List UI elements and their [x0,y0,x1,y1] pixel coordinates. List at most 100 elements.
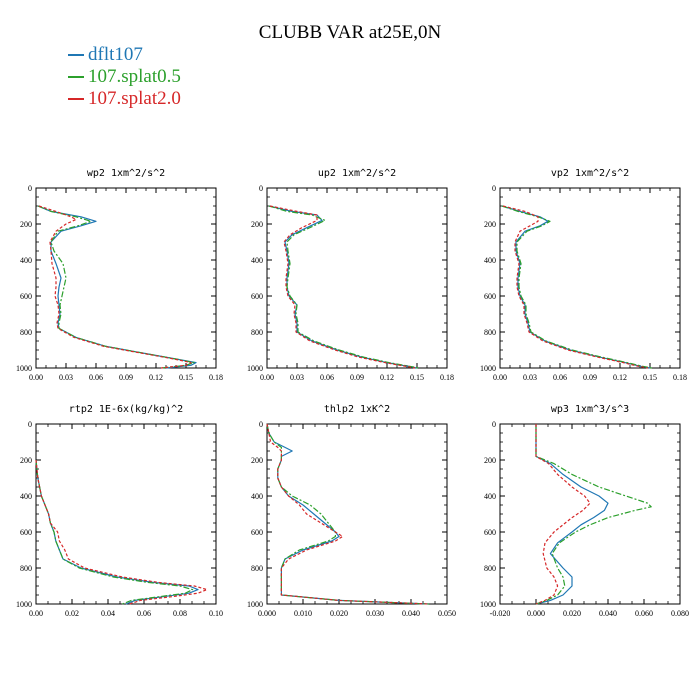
y-tick-label: 600 [251,528,263,537]
x-tick-label: 0.04 [101,609,115,618]
x-tick-label: 0.000 [527,609,545,618]
x-tick-label: 0.00 [493,373,507,382]
panel-frame [266,423,448,605]
x-tick-label: 0.040 [402,609,420,618]
y-tick-label: 200 [20,456,32,465]
series-line-2 [535,424,652,605]
panel-title: thlp2 1xK^2 [324,404,390,415]
y-tick-label: 0 [28,184,32,193]
x-tick-label: 0.06 [553,373,567,382]
series-line-1 [501,205,651,369]
series-line-1 [535,424,609,605]
x-tick-label: 0.06 [320,373,334,382]
series-line-2 [501,205,653,369]
y-tick-label: 1000 [480,364,496,373]
y-tick-label: 400 [20,256,32,265]
x-tick-label: 0.15 [179,373,193,382]
y-tick-label: 200 [484,220,496,229]
panel-frame [266,187,448,369]
panel-title: wp2 1xm^2/s^2 [87,168,165,179]
x-tick-label: 0.00 [29,609,43,618]
y-tick-label: 400 [251,492,263,501]
legend-item-dflt107: dflt107 [68,44,181,66]
x-tick-label: 0.12 [613,373,627,382]
y-tick-label: 200 [251,220,263,229]
y-tick-label: 0 [259,420,263,429]
x-tick-label: 0.02 [65,609,79,618]
legend-item-splat05: 107.splat0.5 [68,66,181,88]
series-line-1 [266,423,430,605]
x-tick-label: 0.09 [583,373,597,382]
y-tick-label: 800 [20,328,32,337]
series-line-3 [266,423,430,605]
x-tick-label: 0.00 [260,373,274,382]
y-tick-label: 800 [484,328,496,337]
x-tick-label: 0.03 [523,373,537,382]
x-tick-label: 0.080 [671,609,689,618]
panel-frame [499,187,681,369]
x-tick-label: 0.010 [294,609,312,618]
legend-label: dflt107 [88,44,143,65]
y-tick-label: 600 [484,292,496,301]
x-tick-label: 0.12 [380,373,394,382]
x-tick-label: -0.020 [490,609,511,618]
x-tick-label: 0.10 [209,609,223,618]
y-tick-label: 0 [259,184,263,193]
y-tick-label: 800 [251,564,263,573]
y-tick-label: 1000 [16,600,32,609]
y-tick-label: 600 [484,528,496,537]
y-tick-label: 800 [20,564,32,573]
y-tick-label: 1000 [247,364,263,373]
x-tick-label: 0.09 [350,373,364,382]
y-tick-label: 600 [20,292,32,301]
x-tick-label: 0.15 [410,373,424,382]
series-line-1 [35,459,199,605]
x-tick-label: 0.18 [673,373,687,382]
y-tick-label: 400 [20,492,32,501]
x-tick-label: 0.020 [563,609,581,618]
y-tick-label: 600 [251,292,263,301]
y-tick-label: 800 [484,564,496,573]
y-tick-label: 800 [251,328,263,337]
figure-title: CLUBB VAR at25E,0N [258,22,442,43]
legend-label: 107.splat2.0 [88,88,181,109]
panel-frame [35,187,217,369]
series-line-1 [268,205,418,369]
panel-frame [499,423,681,605]
x-tick-label: 0.09 [119,373,133,382]
x-tick-label: 0.030 [366,609,384,618]
y-tick-label: 1000 [247,600,263,609]
series-line-3 [502,205,649,369]
series-line-3 [269,205,416,369]
legend: dflt107 107.splat0.5 107.splat2.0 [68,44,181,110]
x-tick-label: 0.15 [643,373,657,382]
x-tick-label: 0.060 [635,609,653,618]
x-tick-label: 0.06 [89,373,103,382]
series-line-2 [268,205,420,369]
y-tick-label: 0 [492,184,496,193]
y-tick-label: 1000 [480,600,496,609]
legend-item-splat20: 107.splat2.0 [68,88,181,110]
x-tick-label: 0.18 [209,373,223,382]
y-tick-label: 0 [492,420,496,429]
x-tick-label: 0.040 [599,609,617,618]
y-tick-label: 200 [484,456,496,465]
y-tick-label: 400 [484,492,496,501]
x-tick-label: 0.000 [258,609,276,618]
y-tick-label: 200 [251,456,263,465]
series-line-3 [38,205,192,369]
y-tick-label: 400 [484,256,496,265]
series-line-2 [37,205,195,369]
x-tick-label: 0.020 [330,609,348,618]
panel-title: wp3 1xm^3/s^3 [551,404,629,415]
x-tick-label: 0.00 [29,373,43,382]
x-tick-label: 0.18 [440,373,454,382]
panel-title: vp2 1xm^2/s^2 [551,168,629,179]
series-line-3 [535,424,591,605]
y-tick-label: 0 [28,420,32,429]
x-tick-label: 0.06 [137,609,151,618]
series-line-2 [35,459,194,605]
series-line-3 [35,459,208,605]
legend-swatch [68,54,84,56]
